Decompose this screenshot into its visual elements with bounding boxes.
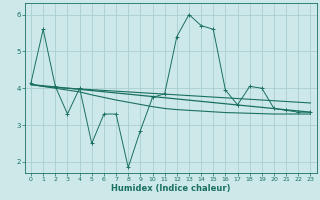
X-axis label: Humidex (Indice chaleur): Humidex (Indice chaleur) [111,184,230,193]
